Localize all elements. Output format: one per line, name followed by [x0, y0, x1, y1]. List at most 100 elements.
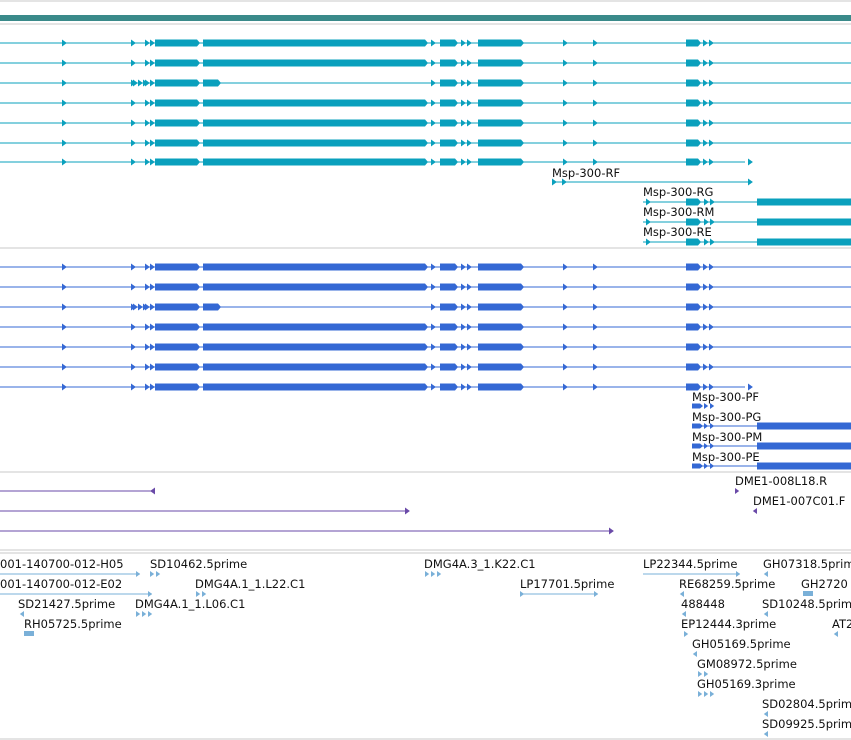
- exon[interactable]: [203, 303, 221, 311]
- est-label[interactable]: 488448: [681, 597, 725, 611]
- exon[interactable]: [686, 303, 701, 311]
- exon[interactable]: [686, 283, 701, 291]
- exon[interactable]: [686, 79, 701, 87]
- exon[interactable]: [155, 158, 200, 166]
- exon[interactable]: [686, 39, 701, 47]
- est-label[interactable]: AT2: [832, 617, 851, 631]
- est-label[interactable]: DMG4A.1_1.L06.C1: [135, 597, 245, 611]
- exon[interactable]: [757, 462, 851, 470]
- est-label[interactable]: SD09925.5prim: [762, 717, 851, 731]
- exon[interactable]: [203, 139, 428, 147]
- clone-label[interactable]: DME1-007C01.F: [753, 494, 845, 508]
- exon[interactable]: [686, 363, 701, 371]
- exon[interactable]: [478, 323, 524, 331]
- transcript-label-RE[interactable]: Msp-300-RE: [643, 225, 712, 239]
- est-label[interactable]: GH2720: [801, 577, 848, 591]
- exon[interactable]: [440, 343, 458, 351]
- exon[interactable]: [686, 99, 701, 107]
- exon[interactable]: [757, 442, 851, 450]
- est-label[interactable]: 001-140700-012-E02: [0, 577, 122, 591]
- est-label[interactable]: LP22344.5prime: [643, 557, 737, 571]
- transcript-label-RG[interactable]: Msp-300-RG: [643, 185, 713, 199]
- exon[interactable]: [478, 99, 524, 107]
- est-label[interactable]: DMG4A.3_1.K22.C1: [424, 557, 536, 571]
- est-label[interactable]: SD10462.5prime: [150, 557, 247, 571]
- exon[interactable]: [757, 238, 851, 246]
- exon[interactable]: [203, 323, 428, 331]
- exon[interactable]: [686, 323, 701, 331]
- exon[interactable]: [155, 343, 200, 351]
- exon[interactable]: [440, 119, 458, 127]
- exon[interactable]: [686, 218, 701, 226]
- exon[interactable]: [440, 383, 458, 391]
- exon[interactable]: [203, 283, 428, 291]
- transcript-label-RM[interactable]: Msp-300-RM: [643, 205, 714, 219]
- exon[interactable]: [203, 263, 428, 271]
- exon[interactable]: [478, 363, 524, 371]
- exon[interactable]: [155, 283, 200, 291]
- protein-label-PF[interactable]: Msp-300-PF: [692, 390, 759, 404]
- exon[interactable]: [440, 263, 458, 271]
- exon[interactable]: [478, 263, 524, 271]
- exon[interactable]: [440, 59, 458, 67]
- est-label[interactable]: GH05169.3prime: [697, 677, 796, 691]
- exon[interactable]: [440, 79, 458, 87]
- protein-label-PE[interactable]: Msp-300-PE: [692, 450, 760, 464]
- exon[interactable]: [478, 139, 524, 147]
- exon[interactable]: [203, 158, 428, 166]
- exon[interactable]: [757, 198, 851, 206]
- exon[interactable]: [440, 323, 458, 331]
- exon[interactable]: [440, 363, 458, 371]
- exon[interactable]: [686, 119, 701, 127]
- exon[interactable]: [203, 119, 428, 127]
- exon[interactable]: [686, 383, 701, 391]
- exon[interactable]: [440, 158, 458, 166]
- est-label[interactable]: GH07318.5prim: [763, 557, 851, 571]
- est-label[interactable]: RH05725.5prime: [24, 617, 122, 631]
- est-label[interactable]: RE68259.5prime: [679, 577, 775, 591]
- exon[interactable]: [686, 343, 701, 351]
- exon[interactable]: [155, 59, 200, 67]
- est-label[interactable]: GH05169.5prime: [692, 637, 791, 651]
- exon[interactable]: [692, 443, 703, 449]
- exon[interactable]: [478, 119, 524, 127]
- exon[interactable]: [478, 383, 524, 391]
- exon[interactable]: [155, 119, 200, 127]
- exon[interactable]: [692, 463, 703, 469]
- exon[interactable]: [440, 39, 458, 47]
- exon[interactable]: [757, 422, 851, 430]
- protein-label-PG[interactable]: Msp-300-PG: [692, 410, 761, 424]
- exon[interactable]: [203, 343, 428, 351]
- exon[interactable]: [203, 383, 428, 391]
- exon[interactable]: [440, 283, 458, 291]
- est-label[interactable]: 001-140700-012-H05: [0, 557, 124, 571]
- est-label[interactable]: DMG4A.1_1.L22.C1: [195, 577, 305, 591]
- exon[interactable]: [478, 79, 524, 87]
- exon[interactable]: [478, 283, 524, 291]
- exon[interactable]: [686, 198, 701, 206]
- exon[interactable]: [155, 323, 200, 331]
- exon[interactable]: [686, 158, 701, 166]
- exon[interactable]: [478, 158, 524, 166]
- est-label[interactable]: LP17701.5prime: [520, 577, 614, 591]
- est-label[interactable]: GM08972.5prime: [697, 657, 797, 671]
- est-label[interactable]: SD10248.5prim: [762, 597, 851, 611]
- exon[interactable]: [155, 79, 200, 87]
- exon[interactable]: [155, 383, 200, 391]
- est-block[interactable]: [24, 631, 34, 636]
- exon[interactable]: [478, 39, 524, 47]
- exon[interactable]: [478, 343, 524, 351]
- exon[interactable]: [692, 403, 703, 409]
- exon[interactable]: [757, 218, 851, 226]
- exon[interactable]: [203, 59, 428, 67]
- est-label[interactable]: SD21427.5prime: [18, 597, 115, 611]
- exon[interactable]: [155, 39, 200, 47]
- exon[interactable]: [692, 423, 703, 429]
- clone-label[interactable]: DME1-008L18.R: [735, 474, 827, 488]
- exon[interactable]: [686, 263, 701, 271]
- exon[interactable]: [203, 99, 428, 107]
- exon[interactable]: [203, 363, 428, 371]
- exon[interactable]: [155, 303, 200, 311]
